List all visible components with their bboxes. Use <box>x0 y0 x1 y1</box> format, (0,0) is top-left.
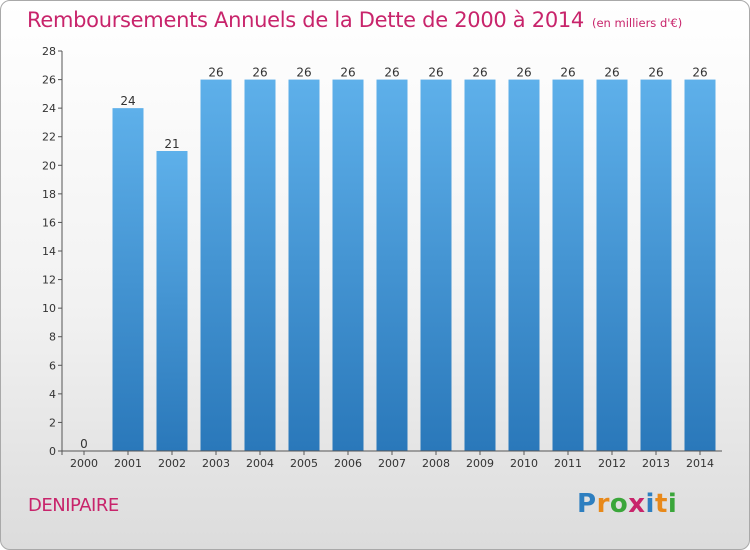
data-label: 26 <box>648 66 663 80</box>
logo-letter: o <box>609 489 629 519</box>
data-label: 26 <box>560 66 575 80</box>
y-tick-label: 26 <box>42 74 56 87</box>
x-tick-label: 2013 <box>642 457 670 470</box>
bar-2010[interactable] <box>508 79 540 452</box>
bar-2003[interactable] <box>200 79 232 452</box>
y-tick-label: 8 <box>49 331 56 344</box>
logo-letter: x <box>628 489 646 519</box>
x-tick-label: 2001 <box>114 457 142 470</box>
y-tick-label: 10 <box>42 302 56 315</box>
data-label: 26 <box>384 66 399 80</box>
axes-group <box>58 50 722 455</box>
y-tick-label: 16 <box>42 216 56 229</box>
x-tick-label: 2011 <box>554 457 582 470</box>
x-tick-label: 2005 <box>290 457 318 470</box>
y-tick-label: 22 <box>42 131 56 144</box>
x-tick-label: 2004 <box>246 457 274 470</box>
bar-2009[interactable] <box>464 79 496 452</box>
y-tick-label: 18 <box>42 188 56 201</box>
proxiti-logo[interactable]: Proxiti <box>577 489 677 519</box>
bar-2012[interactable] <box>596 79 628 452</box>
data-label: 26 <box>516 66 531 80</box>
x-tick-label: 2014 <box>686 457 714 470</box>
bar-2004[interactable] <box>244 79 276 452</box>
y-tick-label: 20 <box>42 159 56 172</box>
x-tick-label: 2009 <box>466 457 494 470</box>
y-tick-label: 2 <box>49 416 56 429</box>
x-tick-label: 2003 <box>202 457 230 470</box>
chart-title: Remboursements Annuels de la Dette de 20… <box>27 8 682 32</box>
logo-letter: P <box>577 489 597 519</box>
bar-2005[interactable] <box>288 79 320 452</box>
y-tick-label: 0 <box>49 445 56 458</box>
bar-2013[interactable] <box>640 79 672 452</box>
logo-letter: t <box>654 489 668 519</box>
logo-letter: i <box>645 489 655 519</box>
bar-2011[interactable] <box>552 79 584 452</box>
labels-group: 0246810121416182022242628200002001242002… <box>42 45 714 470</box>
y-tick-label: 12 <box>42 274 56 287</box>
x-tick-label: 2007 <box>378 457 406 470</box>
bars-group <box>112 79 716 452</box>
x-tick-label: 2002 <box>158 457 186 470</box>
x-tick-label: 2000 <box>70 457 98 470</box>
y-tick-label: 24 <box>42 102 56 115</box>
data-label: 26 <box>692 66 707 80</box>
bar-2014[interactable] <box>684 79 716 452</box>
data-label: 26 <box>340 66 355 80</box>
bar-2002[interactable] <box>156 151 188 451</box>
x-tick-label: 2006 <box>334 457 362 470</box>
y-tick-label: 6 <box>49 359 56 372</box>
data-label: 24 <box>120 94 135 108</box>
data-label: 26 <box>296 66 311 80</box>
bar-2001[interactable] <box>112 108 144 452</box>
data-label: 26 <box>252 66 267 80</box>
logo-letter: i <box>667 489 678 519</box>
bar-2007[interactable] <box>376 79 408 452</box>
data-label: 21 <box>164 137 179 151</box>
chart-unit: (en milliers d'€) <box>592 16 683 30</box>
chart-title-text: Remboursements Annuels de la Dette de 20… <box>27 8 584 32</box>
commune-name: DENIPAIRE <box>28 495 119 516</box>
data-label: 26 <box>208 66 223 80</box>
logo-letter: r <box>596 489 610 519</box>
x-tick-label: 2012 <box>598 457 626 470</box>
y-tick-label: 14 <box>42 245 56 258</box>
data-label: 26 <box>428 66 443 80</box>
bar-2006[interactable] <box>332 79 364 452</box>
x-tick-label: 2010 <box>510 457 538 470</box>
y-tick-label: 4 <box>49 388 56 401</box>
bar-2008[interactable] <box>420 79 452 452</box>
data-label: 0 <box>80 437 88 451</box>
x-tick-label: 2008 <box>422 457 450 470</box>
data-label: 26 <box>604 66 619 80</box>
y-tick-label: 28 <box>42 45 56 58</box>
data-label: 26 <box>472 66 487 80</box>
